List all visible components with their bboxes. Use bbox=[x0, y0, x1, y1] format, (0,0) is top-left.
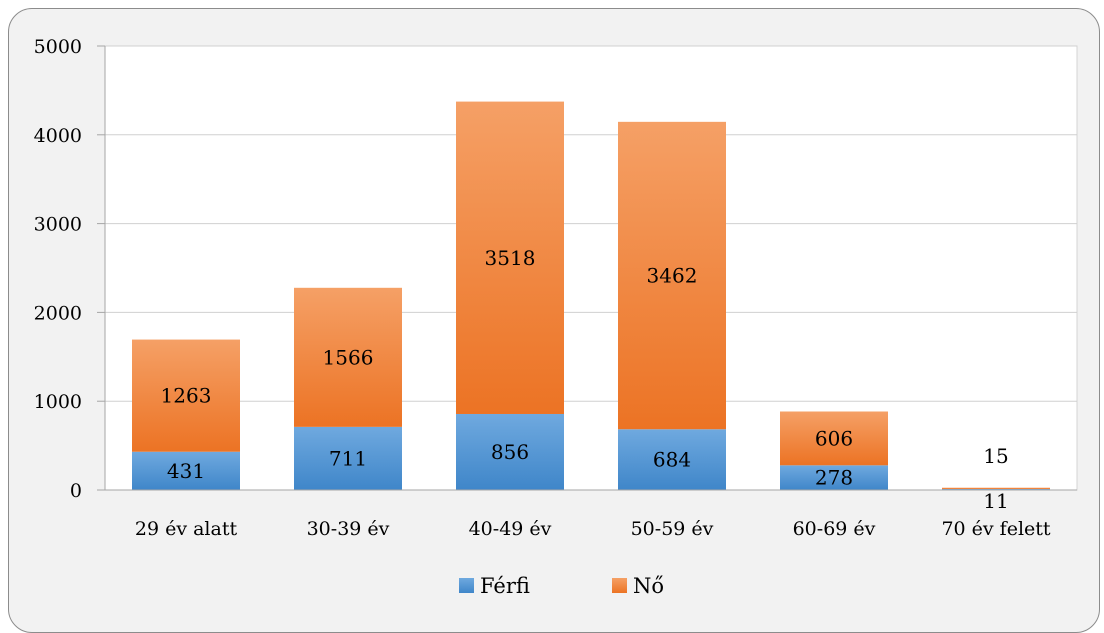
bar-stack: 684 3462 bbox=[618, 121, 726, 490]
data-label: 15 bbox=[983, 444, 1008, 468]
data-label: 856 bbox=[491, 440, 529, 464]
y-tick-label: 5000 bbox=[34, 36, 82, 58]
legend-swatch-no bbox=[612, 578, 627, 593]
data-label: 684 bbox=[653, 448, 691, 472]
y-tick-label: 4000 bbox=[34, 125, 82, 147]
bar-segment-no bbox=[294, 287, 402, 427]
plot-area bbox=[104, 45, 1078, 491]
legend-label-ferfi: Férfi bbox=[480, 574, 530, 598]
x-category-label: 29 év alatt bbox=[135, 518, 238, 540]
bar-segment-ferfi bbox=[456, 413, 564, 490]
plot-background bbox=[104, 45, 1078, 491]
bar-segment-no bbox=[132, 339, 240, 452]
bars: 431 1263 711 1566 856 3518 684 3462 278 606 11 15 bbox=[132, 101, 1050, 513]
x-category-label: 60-69 év bbox=[793, 518, 876, 540]
bar-segment-ferfi bbox=[618, 429, 726, 490]
data-label: 3462 bbox=[647, 264, 698, 288]
x-axis: 29 év alatt 30-39 év 40-49 év 50-59 év 60-69… bbox=[105, 489, 1077, 540]
bar-segment-ferfi bbox=[294, 426, 402, 490]
data-label: 3518 bbox=[485, 246, 536, 270]
y-axis: 0 1000 2000 3000 4000 5000 bbox=[34, 36, 106, 502]
data-label: 606 bbox=[815, 426, 853, 450]
data-label: 431 bbox=[167, 459, 205, 483]
legend: Férfi Nő bbox=[459, 574, 664, 598]
legend-label-no: Nő bbox=[633, 574, 664, 598]
data-label: 278 bbox=[815, 466, 853, 490]
x-category-label: 30-39 év bbox=[307, 518, 390, 540]
bar-stack: 711 1566 bbox=[294, 287, 402, 490]
data-label: 1566 bbox=[323, 345, 374, 369]
y-tick-label: 2000 bbox=[34, 302, 82, 324]
data-label: 11 bbox=[983, 489, 1008, 513]
x-category-label: 70 év felett bbox=[941, 518, 1050, 540]
bar-segment-no bbox=[456, 101, 564, 414]
legend-swatch-ferfi bbox=[459, 578, 474, 593]
y-tick-label: 1000 bbox=[34, 391, 82, 413]
y-tick-label: 3000 bbox=[34, 214, 82, 236]
bar-segment-ferfi bbox=[780, 465, 888, 490]
bar-segment-no bbox=[942, 487, 1050, 490]
data-label: 711 bbox=[329, 446, 367, 470]
x-category-label: 40-49 év bbox=[469, 518, 552, 540]
bar-stack: 856 3518 bbox=[456, 101, 564, 490]
x-category-label: 50-59 év bbox=[631, 518, 714, 540]
bar-segment-no bbox=[618, 121, 726, 430]
bar-stack: 431 1263 bbox=[132, 339, 240, 490]
bar-stack: 11 15 bbox=[942, 444, 1050, 513]
bar-segment-ferfi bbox=[132, 451, 240, 490]
gridlines bbox=[105, 45, 1077, 402]
y-tick-label: 0 bbox=[70, 480, 82, 502]
data-label: 1263 bbox=[161, 384, 212, 408]
bar-segment-no bbox=[780, 411, 888, 466]
bar-stack: 278 606 bbox=[780, 411, 888, 490]
